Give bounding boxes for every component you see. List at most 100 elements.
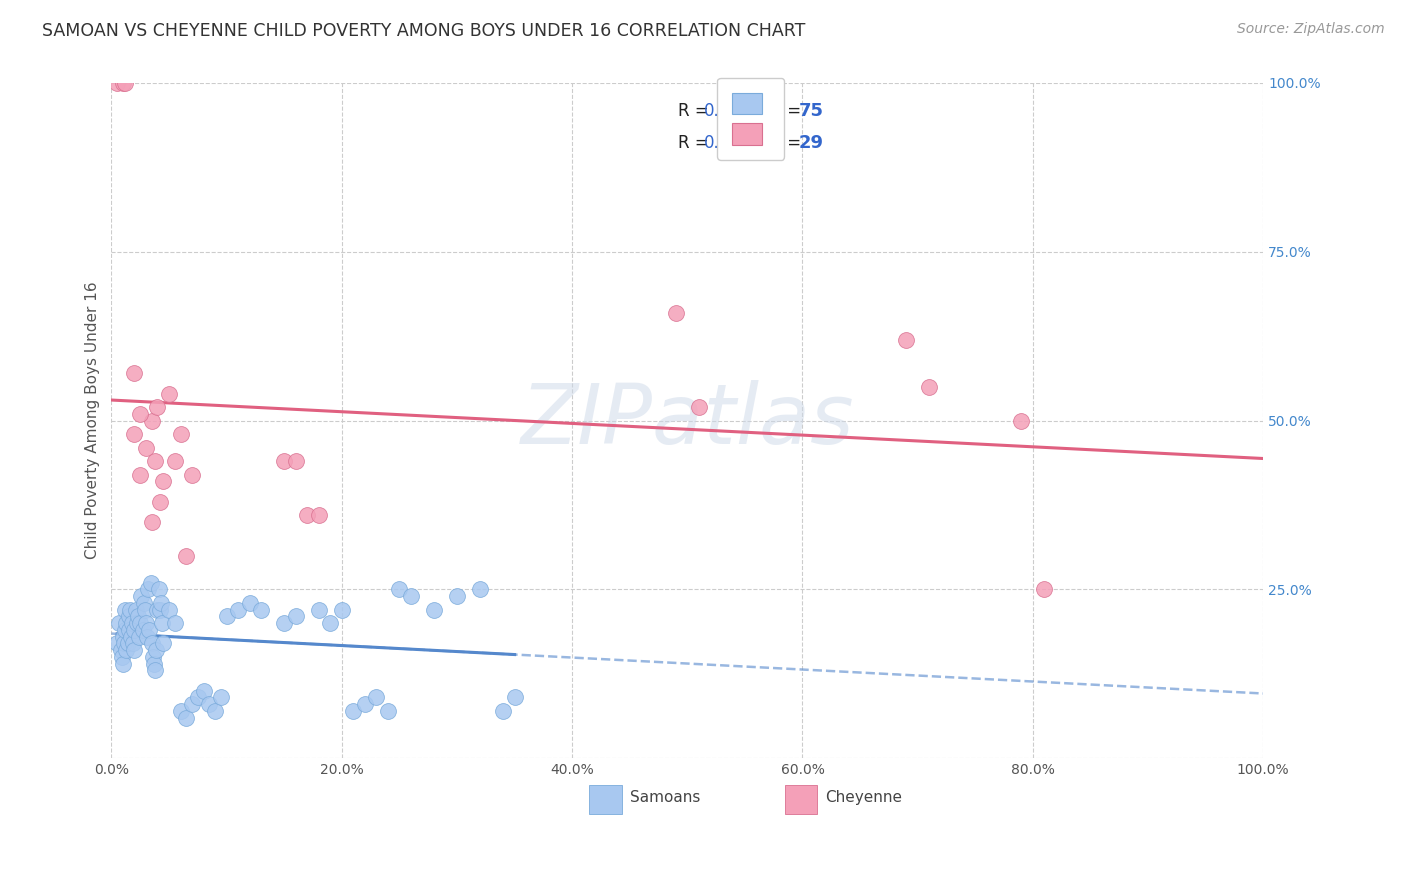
Point (308, 508, 330, 523)
Point (157, 602, 180, 616)
Point (149, 602, 172, 616)
Point (139, 575, 162, 590)
Point (284, 454, 307, 468)
Point (353, 697, 375, 711)
Point (111, 630, 134, 644)
Point (273, 454, 295, 468)
Point (492, 704, 515, 718)
Point (468, 582, 491, 597)
Point (118, 623, 141, 637)
FancyBboxPatch shape (589, 785, 621, 814)
Point (111, 657, 134, 671)
Point (342, 704, 364, 718)
Point (135, 616, 157, 631)
Point (129, 616, 152, 631)
Point (120, 630, 142, 644)
Point (181, 467, 204, 482)
Point (377, 704, 399, 718)
Point (146, 602, 169, 616)
Point (1033, 582, 1056, 597)
Point (152, 636, 174, 650)
Point (503, 690, 526, 705)
Point (284, 609, 307, 624)
Point (124, 623, 146, 637)
Point (174, 549, 197, 563)
Point (115, 616, 138, 631)
Point (125, 616, 148, 631)
Text: 75: 75 (799, 102, 824, 120)
Text: ZIPatlas: ZIPatlas (520, 380, 853, 461)
Text: 0.202: 0.202 (703, 135, 751, 153)
Point (250, 602, 273, 616)
Point (174, 711, 197, 725)
Point (129, 407, 152, 421)
Point (127, 609, 149, 624)
Text: SAMOAN VS CHEYENNE CHILD POVERTY AMONG BOYS UNDER 16 CORRELATION CHART: SAMOAN VS CHEYENNE CHILD POVERTY AMONG B… (42, 22, 806, 40)
Text: R =: R = (678, 135, 714, 153)
Point (446, 589, 468, 603)
Point (112, 636, 135, 650)
Text: R =: R = (678, 102, 714, 120)
Point (149, 596, 172, 610)
Point (111, 76, 134, 90)
Point (143, 657, 166, 671)
Legend: , : , (717, 78, 785, 160)
Text: Cheyenne: Cheyenne (825, 790, 903, 805)
Point (423, 602, 446, 616)
Point (114, 76, 136, 90)
Text: N =: N = (759, 102, 806, 120)
Point (1010, 414, 1032, 428)
Point (209, 690, 232, 705)
Point (118, 609, 141, 624)
Point (136, 582, 159, 597)
Point (169, 704, 191, 718)
Point (121, 616, 143, 631)
Point (141, 515, 163, 529)
Point (157, 386, 180, 401)
Point (152, 475, 174, 489)
Point (141, 414, 163, 428)
Point (330, 602, 353, 616)
Point (135, 441, 157, 455)
Point (143, 664, 166, 678)
Point (198, 697, 221, 711)
Point (108, 616, 131, 631)
Y-axis label: Child Poverty Among Boys Under 16: Child Poverty Among Boys Under 16 (86, 282, 100, 559)
Point (122, 636, 145, 650)
Point (149, 494, 172, 508)
Point (297, 508, 319, 523)
Text: 29: 29 (799, 135, 824, 153)
Point (131, 623, 153, 637)
Point (204, 704, 226, 718)
Point (215, 609, 238, 624)
Point (688, 400, 710, 414)
Point (193, 683, 215, 698)
Point (115, 643, 138, 657)
Point (388, 582, 411, 597)
Point (163, 616, 186, 631)
Point (114, 623, 136, 637)
Point (894, 333, 917, 347)
Point (111, 649, 134, 664)
Point (273, 616, 295, 631)
Point (114, 602, 136, 616)
Point (129, 467, 152, 482)
Point (110, 643, 132, 657)
Point (226, 602, 249, 616)
Point (150, 616, 173, 631)
Point (141, 636, 163, 650)
Point (124, 602, 146, 616)
Text: 0.076: 0.076 (703, 102, 751, 120)
Point (308, 602, 330, 616)
Point (128, 630, 150, 644)
Point (399, 589, 422, 603)
Point (136, 630, 159, 644)
Point (124, 427, 146, 442)
Point (918, 380, 941, 394)
Point (169, 427, 191, 442)
Point (239, 596, 262, 610)
Point (146, 400, 169, 414)
Point (105, 636, 128, 650)
Point (138, 623, 160, 637)
Point (124, 643, 146, 657)
